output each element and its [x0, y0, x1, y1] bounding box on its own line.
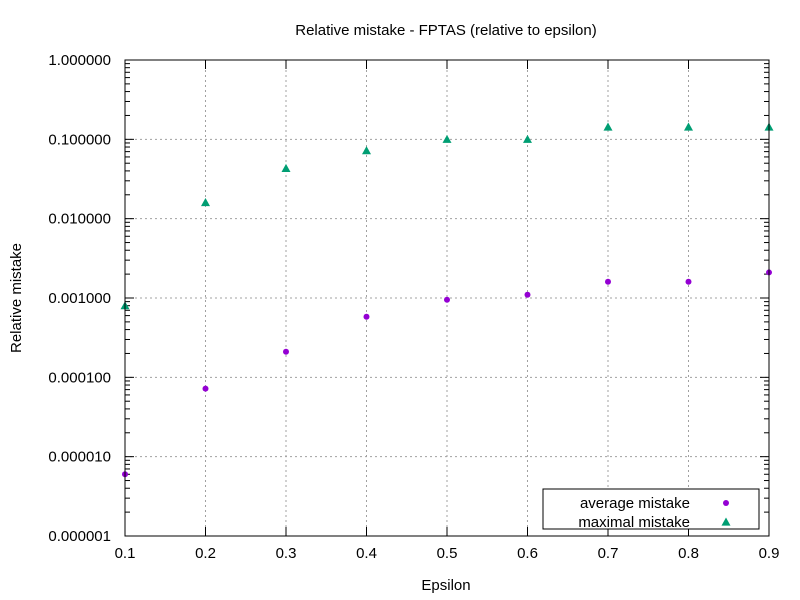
- data-point: [201, 197, 210, 207]
- x-axis: 0.1 0.2 0.3 0.4 0.5 0.6 0.7 0.8 0.9: [115, 60, 780, 562]
- y-tick-label: 0.000010: [48, 449, 111, 466]
- chart-title: Relative mistake - FPTAS (relative to ep…: [295, 22, 597, 39]
- data-point: [363, 313, 370, 320]
- legend-label: average mistake: [580, 495, 690, 512]
- data-point: [281, 163, 291, 173]
- y-tick-label: 1.000000: [48, 52, 111, 69]
- legend-marker: [721, 517, 731, 526]
- legend-label: maximal mistake: [578, 514, 690, 531]
- y-tick-label: 0.010000: [48, 211, 111, 228]
- plot-area-border: [124, 59, 770, 537]
- y-axis: 1.000000 0.100000 0.010000 0.001000 0.000100…: [48, 52, 769, 545]
- x-tick-label: 0.1: [115, 545, 136, 562]
- x-tick-label: 0.7: [598, 545, 619, 562]
- legend: average mistake maximal mistake: [542, 488, 760, 531]
- x-tick-label: 0.2: [195, 545, 216, 562]
- x-tick-label: 0.6: [517, 545, 538, 562]
- x-tick-label: 0.3: [276, 545, 297, 562]
- legend-box: [542, 488, 760, 530]
- y-tick-label: 0.000100: [48, 369, 111, 386]
- data-point: [202, 385, 209, 392]
- data-point: [685, 278, 692, 285]
- x-tick-label: 0.9: [759, 545, 780, 562]
- series-0: [122, 269, 772, 478]
- data-point: [444, 296, 450, 303]
- y-tick-label: 0.001000: [48, 290, 111, 307]
- data-point: [283, 348, 289, 355]
- grid: [125, 60, 769, 536]
- data-point: [684, 122, 693, 131]
- data-point: [603, 122, 613, 131]
- data-point: [524, 291, 531, 298]
- x-tick-label: 0.5: [437, 545, 458, 562]
- y-tick-label: 0.000001: [48, 528, 111, 545]
- y-axis-title: Relative mistake: [8, 243, 25, 353]
- x-tick-label: 0.8: [678, 545, 699, 562]
- data-point: [523, 134, 532, 143]
- data-point: [442, 134, 452, 143]
- data-point: [362, 146, 371, 155]
- y-tick-label: 0.100000: [48, 131, 111, 148]
- legend-marker: [723, 500, 729, 506]
- data-point: [605, 278, 611, 285]
- x-axis-title: Epsilon: [421, 577, 470, 594]
- x-tick-label: 0.4: [356, 545, 377, 562]
